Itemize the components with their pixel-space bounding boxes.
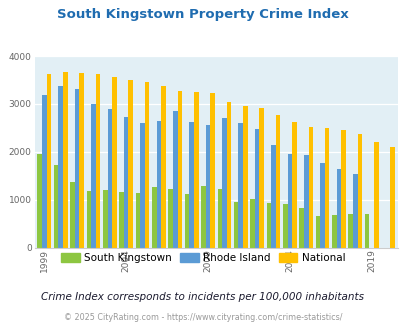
Bar [184, 194, 189, 248]
Bar [173, 111, 177, 248]
Bar [259, 108, 263, 248]
Bar [79, 73, 84, 248]
Bar [156, 121, 161, 248]
Bar [135, 193, 140, 248]
Bar [107, 109, 112, 248]
Bar [63, 72, 67, 248]
Bar [37, 154, 42, 248]
Bar [210, 93, 214, 248]
Bar [389, 147, 394, 248]
Bar [217, 189, 222, 248]
Bar [200, 186, 205, 248]
Bar [70, 182, 75, 248]
Bar [58, 86, 63, 248]
Bar [336, 169, 341, 248]
Bar [303, 155, 308, 248]
Bar [233, 202, 238, 248]
Bar [189, 122, 194, 248]
Bar [222, 118, 226, 248]
Bar [112, 77, 116, 248]
Bar [243, 106, 247, 248]
Bar [315, 216, 320, 248]
Bar [168, 189, 173, 248]
Bar [324, 128, 328, 248]
Bar [341, 130, 345, 248]
Bar [161, 86, 165, 248]
Bar [42, 95, 47, 248]
Bar [86, 191, 91, 248]
Bar [357, 134, 361, 248]
Bar [54, 165, 58, 248]
Bar [177, 90, 182, 248]
Bar [275, 115, 280, 248]
Bar [140, 123, 145, 248]
Text: South Kingstown Property Crime Index: South Kingstown Property Crime Index [57, 8, 348, 21]
Bar [75, 89, 79, 248]
Bar [145, 82, 149, 248]
Bar [91, 104, 96, 248]
Bar [205, 125, 210, 248]
Bar [249, 199, 254, 248]
Bar [238, 123, 243, 248]
Bar [308, 127, 312, 248]
Bar [271, 145, 275, 248]
Bar [128, 80, 133, 248]
Legend: South Kingstown, Rhode Island, National: South Kingstown, Rhode Island, National [57, 248, 348, 267]
Bar [373, 142, 377, 248]
Bar [266, 203, 271, 248]
Bar [320, 163, 324, 248]
Bar [151, 187, 156, 248]
Bar [287, 154, 292, 248]
Bar [194, 92, 198, 248]
Bar [292, 122, 296, 248]
Bar [124, 117, 128, 248]
Bar [254, 129, 259, 248]
Text: © 2025 CityRating.com - https://www.cityrating.com/crime-statistics/: © 2025 CityRating.com - https://www.city… [64, 313, 341, 322]
Bar [96, 74, 100, 248]
Bar [47, 74, 51, 248]
Bar [331, 215, 336, 248]
Bar [103, 190, 107, 248]
Text: Crime Index corresponds to incidents per 100,000 inhabitants: Crime Index corresponds to incidents per… [41, 292, 364, 302]
Bar [226, 102, 231, 248]
Bar [352, 174, 357, 248]
Bar [298, 208, 303, 248]
Bar [119, 192, 124, 248]
Bar [347, 214, 352, 248]
Bar [282, 204, 287, 248]
Bar [364, 214, 369, 248]
